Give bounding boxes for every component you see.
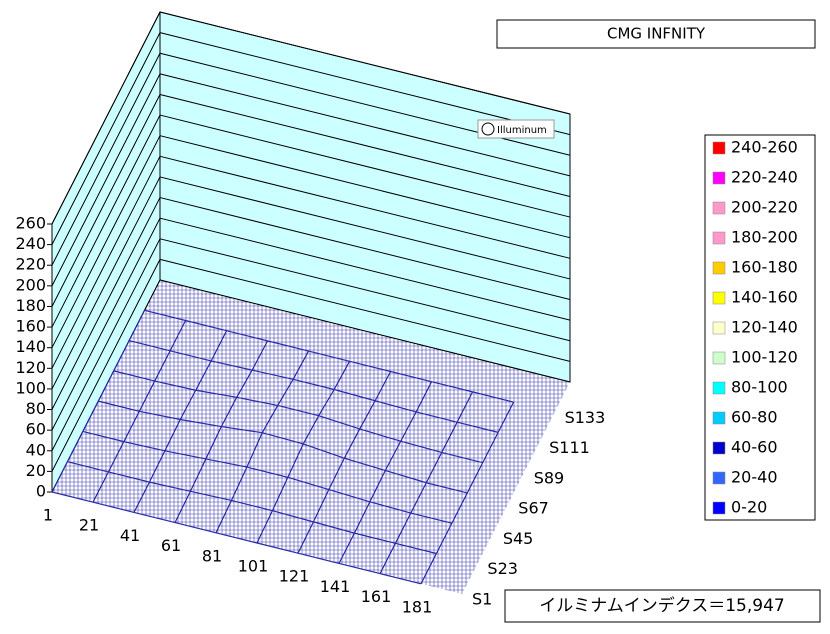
- z-tick-label: 240: [15, 234, 46, 253]
- surface-row: [128, 339, 499, 433]
- legend-label: 240-260: [731, 138, 798, 157]
- x-tick-label: 1: [43, 506, 53, 525]
- x-tick-label: 101: [238, 557, 269, 576]
- z-tick-label: 20: [26, 461, 46, 480]
- legend-swatch: [712, 261, 726, 275]
- surface-row: [51, 491, 422, 585]
- z-tick-label: 200: [15, 275, 46, 294]
- grid-line: [51, 32, 571, 245]
- legend-swatch: [712, 471, 726, 485]
- z-tick-label: 100: [15, 378, 46, 397]
- legend-label: 60-80: [731, 408, 778, 427]
- z-tick-label: 260: [15, 214, 46, 233]
- grid-line: [51, 155, 571, 369]
- z-tick-label: 220: [15, 255, 46, 274]
- surface-column: [379, 391, 474, 574]
- legend-label: 160-180: [731, 258, 798, 277]
- title-box: [496, 19, 816, 49]
- legend-swatch: [712, 321, 726, 335]
- grid-line: [51, 135, 571, 348]
- grid-line: [51, 93, 571, 307]
- surface-column: [297, 371, 392, 554]
- surface-row: [67, 461, 437, 555]
- legend-label: 80-100: [731, 378, 788, 397]
- annotation: イルミナムインデクス＝15,947: [539, 595, 784, 616]
- surface-row: [113, 370, 483, 464]
- chart-title: CMG INFNITY: [607, 25, 706, 43]
- z-tick-label: 80: [26, 399, 46, 418]
- y-tick-label: S111: [549, 438, 590, 457]
- grid-line: [51, 52, 571, 266]
- surface-row: [144, 309, 514, 403]
- x-tick-label: 21: [79, 516, 99, 535]
- watermark: Illuminum: [497, 125, 547, 136]
- grid-line: [51, 196, 571, 410]
- grid-line: [51, 238, 571, 451]
- y-tick-label: S67: [518, 499, 549, 518]
- legend-swatch: [712, 411, 726, 425]
- legend-swatch: [712, 201, 726, 215]
- surface-column: [256, 360, 351, 544]
- z-tick-label: 140: [15, 337, 46, 356]
- x-tick-label: 121: [279, 567, 310, 586]
- x-tick-label: 181: [402, 597, 433, 616]
- surface-row: [82, 430, 453, 524]
- annotation-box: [504, 589, 821, 623]
- surface-column: [338, 381, 433, 564]
- watermark-box: [477, 119, 555, 139]
- surface-column: [51, 310, 146, 493]
- surface-column: [420, 401, 515, 585]
- legend-label: 120-140: [731, 318, 798, 337]
- z-tick-label: 160: [15, 317, 46, 336]
- z-tick-label: 180: [15, 296, 46, 315]
- legend-swatch: [712, 441, 726, 455]
- grid-line: [51, 114, 571, 328]
- grid-line: [51, 176, 571, 390]
- legend-label: 200-220: [731, 198, 798, 217]
- legend-swatch: [712, 351, 726, 365]
- legend-label: 140-160: [731, 288, 798, 307]
- z-tick-label: 40: [26, 440, 46, 459]
- surface-column: [174, 340, 269, 523]
- x-tick-label: 141: [320, 577, 351, 596]
- legend-label: 20-40: [731, 468, 778, 487]
- x-tick-label: 161: [361, 587, 392, 606]
- y-tick-label: S89: [534, 468, 565, 487]
- z-tick-label: 0: [36, 482, 46, 501]
- x-tick-label: 81: [202, 546, 222, 565]
- grid-line: [51, 11, 571, 225]
- surface-column: [215, 350, 310, 534]
- y-tick-label: S45: [503, 529, 534, 548]
- y-tick-label: S23: [487, 559, 518, 578]
- surface-column: [92, 320, 187, 503]
- legend-swatch: [712, 171, 726, 185]
- legend-swatch: [712, 231, 726, 245]
- grid-line: [51, 217, 571, 431]
- grid-line: [51, 258, 571, 472]
- surface-column: [133, 330, 228, 513]
- legend-swatch: [712, 381, 726, 395]
- legend-swatch: [712, 291, 726, 305]
- surface-row: [98, 400, 468, 494]
- grid-line: [51, 73, 571, 287]
- y-tick-label: S133: [565, 408, 606, 427]
- z-tick-label: 120: [15, 358, 46, 377]
- floor: [52, 280, 570, 594]
- legend-label: 220-240: [731, 168, 798, 187]
- legend-label: 40-60: [731, 438, 778, 457]
- y-tick-label: S1: [472, 590, 492, 609]
- legend-label: 180-200: [731, 228, 798, 247]
- legend-label: 0-20: [731, 498, 767, 517]
- legend-label: 100-120: [731, 348, 798, 367]
- legend-swatch: [712, 141, 726, 155]
- legend-swatch: [712, 501, 726, 515]
- z-tick-label: 60: [26, 420, 46, 439]
- watermark-icon: [481, 122, 495, 136]
- x-tick-label: 61: [161, 536, 181, 555]
- x-tick-label: 41: [120, 526, 140, 545]
